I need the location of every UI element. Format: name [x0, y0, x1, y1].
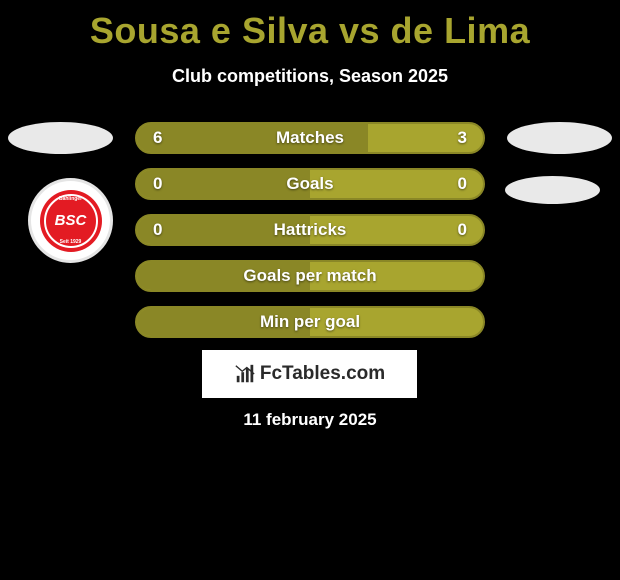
stat-label: Goals per match — [137, 266, 483, 286]
stat-row-goals: 0 Goals 0 — [135, 168, 485, 200]
branding-text: FcTables.com — [260, 363, 385, 385]
bsc-top-text: Bahlinger — [40, 196, 102, 202]
page-subtitle: Club competitions, Season 2025 — [0, 66, 620, 87]
stat-value-right: 3 — [458, 128, 467, 148]
branding-badge: FcTables.com — [202, 350, 417, 398]
stats-bars: 6 Matches 3 0 Goals 0 0 Hattricks 0 Goal… — [135, 122, 485, 352]
stat-label: Matches — [137, 128, 483, 148]
page-title: Sousa e Silva vs de Lima — [0, 0, 620, 52]
stat-row-hattricks: 0 Hattricks 0 — [135, 214, 485, 246]
bsc-logo-icon: Bahlinger BSC Seit 1929 — [40, 190, 102, 252]
stat-row-min-per-goal: Min per goal — [135, 306, 485, 338]
player-left-avatar-placeholder — [8, 122, 113, 154]
player-right-club-placeholder — [505, 176, 600, 204]
player-left-club-badge: Bahlinger BSC Seit 1929 — [28, 178, 113, 263]
bsc-abbrev: BSC — [55, 213, 87, 228]
player-right-avatar-placeholder — [507, 122, 612, 154]
stat-label: Hattricks — [137, 220, 483, 240]
stat-row-goals-per-match: Goals per match — [135, 260, 485, 292]
bar-chart-icon — [234, 363, 256, 385]
stat-row-matches: 6 Matches 3 — [135, 122, 485, 154]
bsc-bottom-text: Seit 1929 — [40, 239, 102, 245]
stat-label: Min per goal — [137, 312, 483, 332]
stat-label: Goals — [137, 174, 483, 194]
footer-date: 11 february 2025 — [0, 410, 620, 430]
stat-value-right: 0 — [458, 174, 467, 194]
stat-value-right: 0 — [458, 220, 467, 240]
